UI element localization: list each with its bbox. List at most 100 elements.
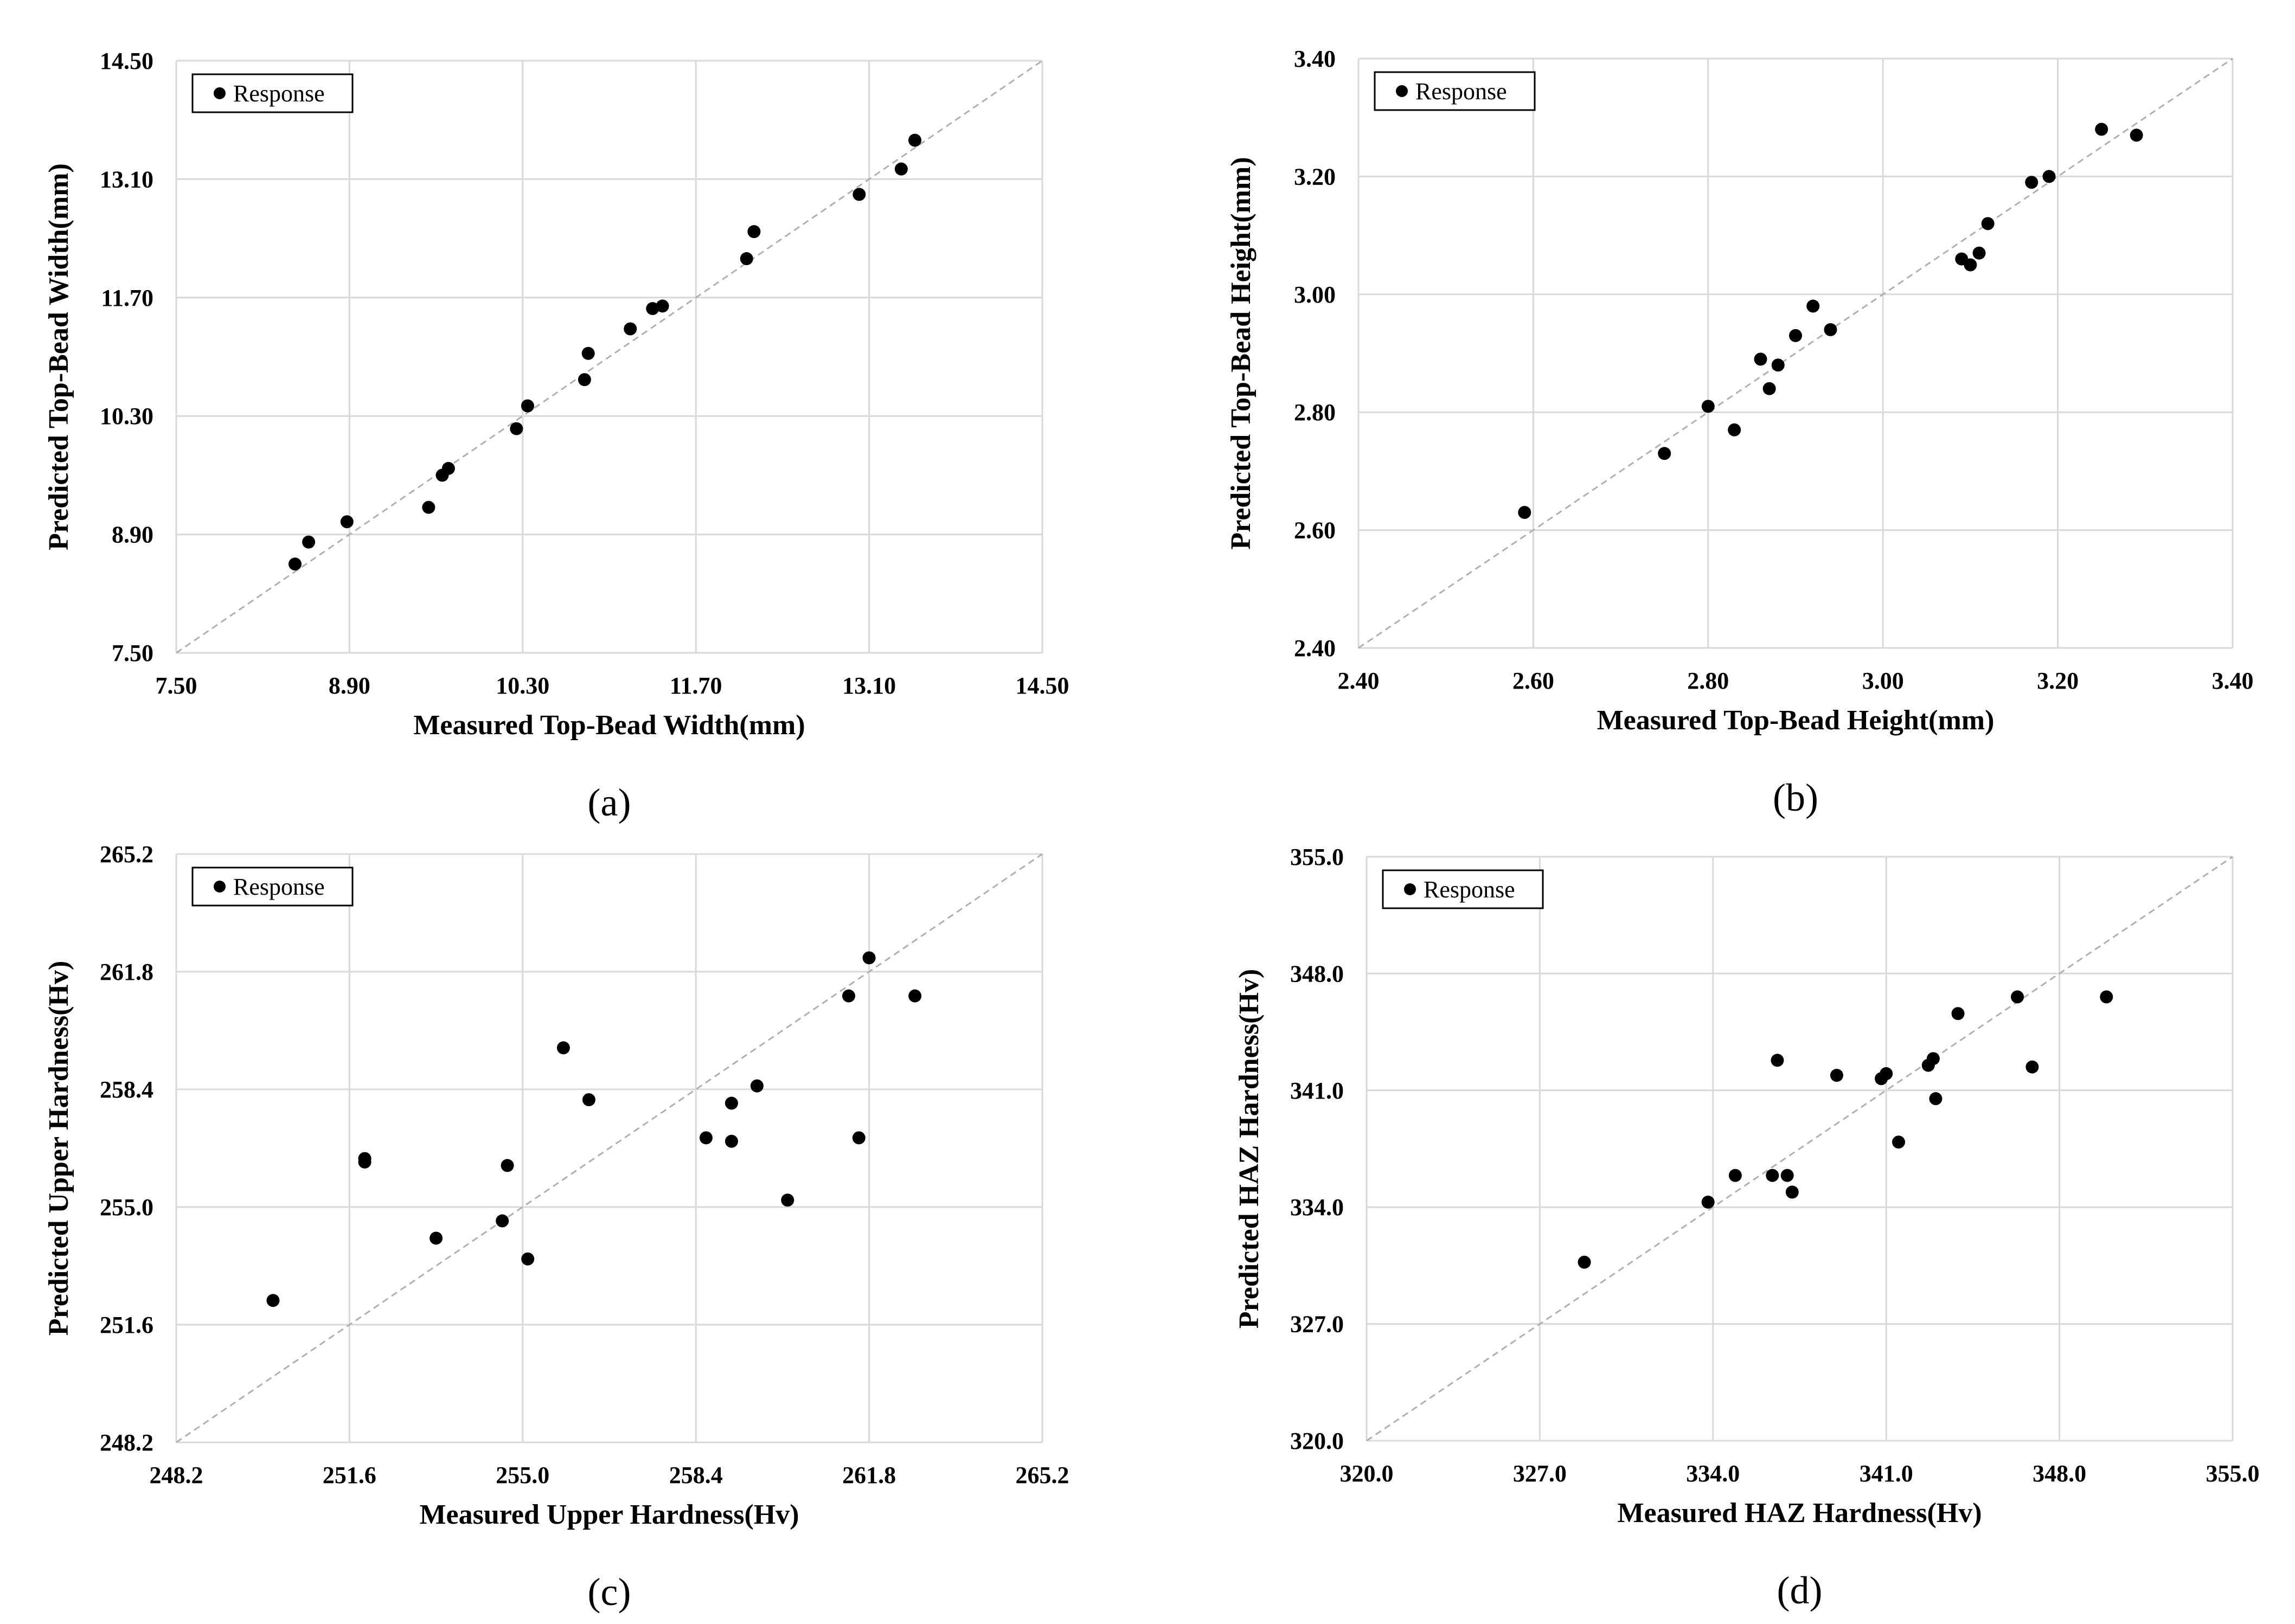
data-point xyxy=(852,188,866,201)
legend-label: Response xyxy=(1424,876,1515,903)
panel-a-reference-line xyxy=(176,60,1043,654)
panel-c-y-ticks: 248.2 251.6 255.0 258.4 261.8 265.2 xyxy=(100,841,153,1456)
data-point xyxy=(1929,1092,1943,1106)
data-point xyxy=(747,225,761,239)
data-point xyxy=(578,373,591,387)
panel-d-y-ticks: 320.0 327.0 334.0 341.0 348.0 355.0 xyxy=(1290,844,1344,1454)
legend-label: Response xyxy=(1415,78,1507,105)
data-point xyxy=(842,989,856,1003)
legend-label: Response xyxy=(233,874,325,900)
y-tick-label: 2.60 xyxy=(1294,517,1336,544)
data-point xyxy=(852,1131,866,1145)
panel-d-reference-line xyxy=(1366,856,2233,1442)
data-point xyxy=(1771,358,1785,372)
data-point xyxy=(2095,123,2108,136)
panel-b-label: (b) xyxy=(1773,776,1818,819)
data-point xyxy=(2011,990,2024,1004)
data-point xyxy=(1762,382,1776,395)
data-point xyxy=(908,133,922,147)
x-tick-label: 341.0 xyxy=(1860,1460,1913,1487)
data-point xyxy=(725,1096,738,1110)
data-point xyxy=(750,1079,764,1093)
data-point xyxy=(289,557,302,571)
data-point xyxy=(740,252,753,266)
x-tick-label: 11.70 xyxy=(670,672,722,699)
y-tick-label: 261.8 xyxy=(100,959,153,985)
data-point xyxy=(521,1252,535,1266)
x-tick-label: 348.0 xyxy=(2033,1460,2086,1487)
data-point xyxy=(1771,1054,1784,1067)
panel-a-x-ticks: 7.50 8.90 10.30 11.70 13.10 14.50 xyxy=(156,672,1069,699)
data-point xyxy=(1964,258,1977,272)
y-tick-label: 341.0 xyxy=(1290,1077,1344,1104)
panel-c-grid xyxy=(175,853,1043,1443)
legend-marker xyxy=(214,881,226,893)
x-tick-label: 2.60 xyxy=(1512,667,1554,694)
panel-a-grid xyxy=(175,60,1043,654)
panel-a-label: (a) xyxy=(588,781,631,824)
panel-b-reference-line xyxy=(1358,57,2233,649)
data-point xyxy=(1981,217,1995,230)
data-point xyxy=(1754,352,1767,366)
x-tick-label: 13.10 xyxy=(842,672,896,699)
y-tick-label: 3.00 xyxy=(1294,281,1336,308)
data-point xyxy=(894,162,908,176)
data-point xyxy=(422,500,435,514)
panel-b-y-axis-title: Predicted Top-Bead Height(mm) xyxy=(1226,157,1257,549)
panel-c-legend: Response xyxy=(191,866,354,907)
data-point xyxy=(1701,1195,1715,1209)
y-tick-label: 2.80 xyxy=(1294,399,1336,426)
y-tick-label: 7.50 xyxy=(112,640,153,666)
data-point xyxy=(1880,1067,1893,1081)
data-point xyxy=(1728,1169,1742,1182)
data-point xyxy=(429,1231,443,1245)
y-tick-label: 13.10 xyxy=(100,166,153,192)
y-tick-label: 3.40 xyxy=(1294,46,1336,72)
data-point xyxy=(1789,329,1802,342)
data-point xyxy=(501,1159,514,1172)
data-point xyxy=(266,1294,280,1307)
panel-d-label: (d) xyxy=(1777,1569,1823,1612)
panel-a-x-axis-title: Measured Top-Bead Width(mm) xyxy=(413,710,805,741)
data-point xyxy=(2025,1060,2039,1074)
y-tick-label: 3.20 xyxy=(1294,163,1336,190)
data-point xyxy=(2100,990,2113,1004)
y-tick-label: 265.2 xyxy=(100,841,153,868)
y-tick-label: 327.0 xyxy=(1290,1311,1344,1338)
panel-d-grid xyxy=(1366,856,2234,1442)
panel-c-reference-line xyxy=(176,853,1043,1443)
y-tick-label: 11.70 xyxy=(101,285,153,311)
panel-b-y-ticks: 2.40 2.60 2.80 3.00 3.20 3.40 xyxy=(1294,46,1336,662)
data-point xyxy=(1658,447,1671,460)
panel-c-x-ticks: 248.2 251.6 255.0 258.4 261.8 265.2 xyxy=(150,1462,1069,1488)
panel-d-legend: Response xyxy=(1382,869,1544,909)
x-tick-label: 327.0 xyxy=(1513,1460,1567,1487)
x-tick-label: 8.90 xyxy=(329,672,370,699)
panel-d-points xyxy=(1578,990,2113,1269)
data-point xyxy=(1701,400,1715,413)
data-point xyxy=(582,1093,595,1107)
x-tick-label: 2.80 xyxy=(1687,667,1729,694)
x-tick-label: 255.0 xyxy=(496,1462,549,1488)
legend-marker xyxy=(1396,85,1408,97)
y-tick-label: 251.6 xyxy=(100,1312,153,1338)
y-tick-label: 14.50 xyxy=(100,48,153,74)
data-point xyxy=(1806,299,1820,313)
legend-marker xyxy=(214,87,226,99)
x-tick-label: 7.50 xyxy=(156,672,197,699)
data-point xyxy=(1926,1052,1940,1065)
panel-c-y-axis-title: Predicted Upper Hardness(Hv) xyxy=(43,961,74,1336)
panel-b-grid xyxy=(1357,57,2234,649)
panel-b: 2.40 2.60 2.80 3.00 3.20 3.40 2.40 2.60 2.80 3.0… xyxy=(1226,46,2254,819)
y-tick-label: 334.0 xyxy=(1290,1194,1344,1221)
panel-c-x-axis-title: Measured Upper Hardness(Hv) xyxy=(419,1499,799,1530)
data-point xyxy=(1824,323,1837,337)
x-tick-label: 2.40 xyxy=(1338,667,1380,694)
y-tick-label: 258.4 xyxy=(100,1076,153,1103)
legend-label: Response xyxy=(233,80,325,107)
data-point xyxy=(302,535,316,549)
panel-b-x-ticks: 2.40 2.60 2.80 3.00 3.20 3.40 xyxy=(1338,667,2254,694)
panel-a-y-axis-title: Predicted Top-Bead Width(mm) xyxy=(43,163,74,550)
data-point xyxy=(521,399,534,413)
